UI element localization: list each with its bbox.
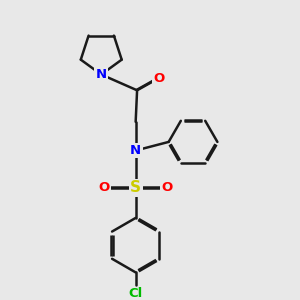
Text: O: O [162,181,173,194]
Text: Cl: Cl [128,286,143,300]
Text: O: O [153,72,164,85]
Text: N: N [96,68,107,81]
Text: N: N [130,144,141,157]
Text: O: O [98,181,110,194]
Text: S: S [130,180,141,195]
